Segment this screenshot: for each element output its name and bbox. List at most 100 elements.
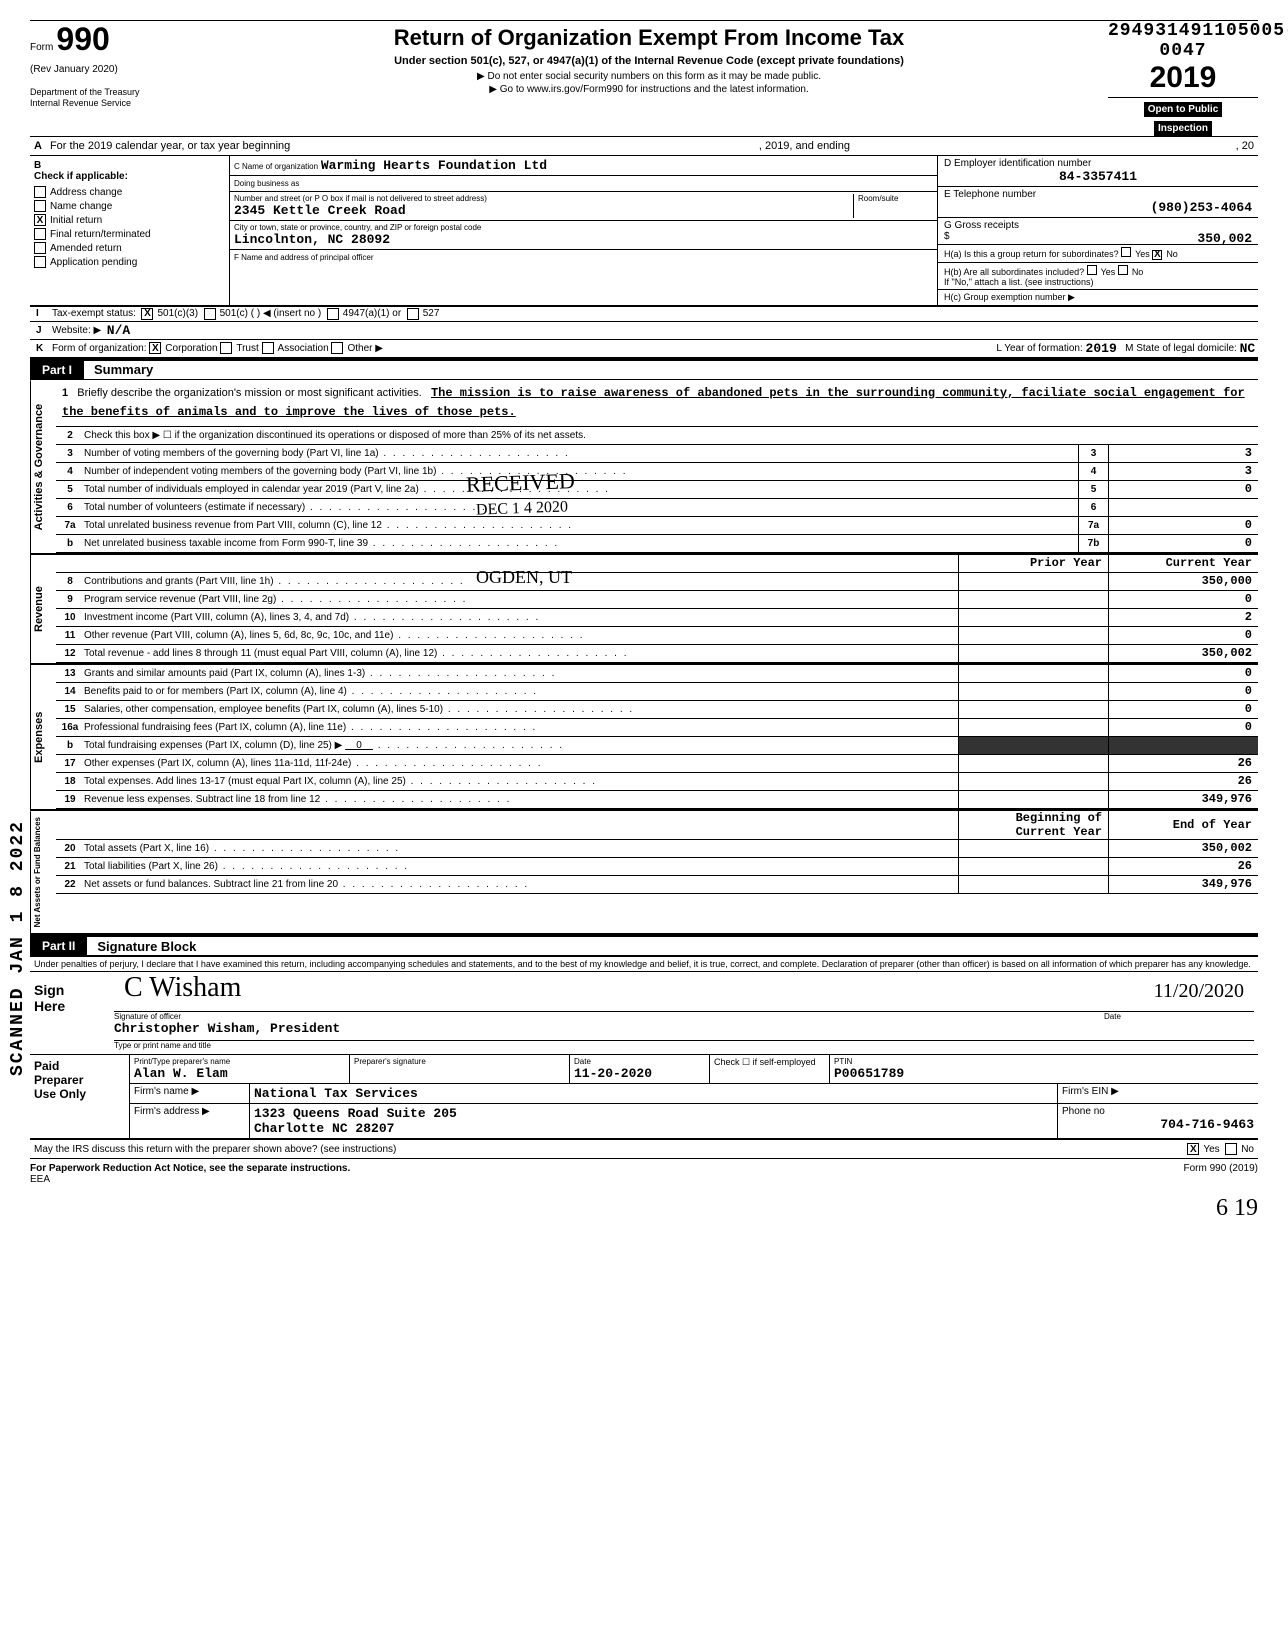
side-governance: Activities & Governance [30, 380, 56, 553]
section-governance: Activities & Governance 1 Briefly descri… [30, 380, 1258, 555]
row-prior [958, 609, 1108, 626]
chk-name[interactable] [34, 200, 46, 212]
row-a-txt1: For the 2019 calendar year, or tax year … [50, 140, 290, 152]
k-l-lbl: L Year of formation: [996, 343, 1082, 354]
firmaddr-lbl: Firm's address ▶ [130, 1104, 250, 1138]
row-curr: 350,002 [1108, 840, 1258, 857]
year-formation: 2019 [1086, 341, 1117, 356]
chk-initial[interactable]: X [34, 214, 46, 226]
gov-box: 7a [1078, 517, 1108, 534]
form-note1: ▶ Do not enter social security numbers o… [198, 71, 1100, 82]
row-a-txt3: , 20 [1236, 140, 1254, 152]
row-prior [958, 591, 1108, 608]
officer-name: Christopher Wisham, President [114, 1021, 340, 1036]
header-grid: B Check if applicable: Address change Na… [30, 156, 1258, 306]
i-501c[interactable] [204, 308, 216, 320]
form-rev: (Rev January 2020) [30, 64, 190, 75]
hb-yes-lbl: Yes [1101, 267, 1116, 277]
row-n: 17 [56, 758, 84, 769]
org-city: Lincolnton, NC 28092 [234, 232, 933, 247]
phone-lbl: Phone no [1062, 1106, 1254, 1117]
row-n: 20 [56, 843, 84, 854]
section-revenue: Revenue Prior Year Current Year 8 Contri… [30, 555, 1258, 665]
k-corp[interactable]: X [149, 342, 161, 354]
eea: EEA [30, 1174, 350, 1185]
chk-addr[interactable] [34, 186, 46, 198]
gov-n: b [56, 538, 84, 549]
col-c: C Name of organization Warming Hearts Fo… [230, 156, 938, 305]
row-desc: Net assets or fund balances. Subtract li… [84, 877, 958, 892]
chk-pending[interactable] [34, 256, 46, 268]
i-501c3[interactable]: X [141, 308, 153, 320]
col-b: B Check if applicable: Address change Na… [30, 156, 230, 305]
row-prior [958, 701, 1108, 718]
hb-yes[interactable] [1087, 265, 1097, 275]
row-curr: 0 [1108, 591, 1258, 608]
row-curr: 26 [1108, 773, 1258, 790]
row-n: 16a [56, 722, 84, 733]
gov-n: 5 [56, 484, 84, 495]
row-desc: Total revenue - add lines 8 through 11 (… [84, 646, 958, 661]
row-n: 8 [56, 576, 84, 587]
row-n: 22 [56, 879, 84, 890]
row-n: 18 [56, 776, 84, 787]
ogden-stamp: OGDEN, UT [476, 567, 572, 588]
ptin: P00651789 [834, 1066, 1254, 1081]
room-lbl: Room/suite [858, 194, 933, 203]
row-n: 19 [56, 794, 84, 805]
hb-lbl: H(b) Are all subordinates included? [944, 267, 1084, 277]
row-curr: 0 [1108, 719, 1258, 736]
chk-final[interactable] [34, 228, 46, 240]
k-trust[interactable] [220, 342, 232, 354]
section-netassets: Net Assets or Fund Balances Beginning of… [30, 811, 1258, 935]
ha-yes[interactable] [1121, 247, 1131, 257]
k-opt0: Corporation [165, 343, 217, 354]
part1-tab: Part I [30, 361, 84, 379]
row-curr: 2 [1108, 609, 1258, 626]
gov-val: 0 [1108, 481, 1258, 498]
form-note2: ▶ Go to www.irs.gov/Form990 for instruct… [198, 84, 1100, 95]
row-desc: Investment income (Part VIII, column (A)… [84, 610, 958, 625]
gov-box: 3 [1078, 445, 1108, 462]
line-j: J Website: ▶ N/A [30, 322, 1258, 340]
discuss-no[interactable] [1225, 1143, 1237, 1155]
open-public: Open to Public [1144, 102, 1223, 117]
k-other[interactable] [331, 342, 343, 354]
sign-here-row: SignHere C Wisham 11/20/2020 Signature o… [30, 971, 1258, 1054]
row-prior [958, 876, 1108, 893]
i-4947[interactable] [327, 308, 339, 320]
row-n: 9 [56, 594, 84, 605]
k-assoc[interactable] [262, 342, 274, 354]
paid-preparer: PaidPreparerUse Only Print/Type preparer… [30, 1054, 1258, 1140]
chk-amended[interactable] [34, 242, 46, 254]
hb-no[interactable] [1118, 265, 1128, 275]
k-m-lbl: M State of legal domicile: [1125, 343, 1237, 354]
sign-here-label: SignHere [30, 972, 110, 1054]
ha-no[interactable]: X [1152, 250, 1162, 260]
gov-val: 3 [1108, 445, 1258, 462]
c-name-lbl: C Name of organization [234, 162, 318, 171]
b-item-3: Final return/terminated [50, 229, 151, 240]
line-i: I Tax-exempt status: X501(c)(3) 501(c) (… [30, 306, 1258, 322]
officer-signature: C Wisham [124, 972, 241, 1004]
i-lbl: I [30, 308, 52, 319]
row-n: 10 [56, 612, 84, 623]
part1-title: Summary [84, 362, 153, 377]
ein-lbl: Firm's EIN ▶ [1058, 1084, 1258, 1103]
form-number: 990 [56, 21, 109, 57]
i-527[interactable] [407, 308, 419, 320]
line2-n: 2 [56, 430, 84, 441]
website: N/A [107, 323, 130, 338]
prep-left-label: PaidPreparerUse Only [30, 1055, 130, 1138]
discuss-yes[interactable]: X [1187, 1143, 1199, 1155]
row-prior [958, 665, 1108, 682]
row-desc: Professional fundraising fees (Part IX, … [84, 720, 958, 735]
row-desc: Other expenses (Part IX, column (A), lin… [84, 756, 958, 771]
part2-title: Signature Block [87, 939, 196, 954]
b-item-5: Application pending [50, 257, 137, 268]
row-curr: 0 [1108, 665, 1258, 682]
i-opt1: 501(c) ( ) ◀ (insert no ) [220, 308, 322, 319]
row-prior [958, 573, 1108, 590]
b-item-1: Name change [50, 201, 112, 212]
k-lbl: K [30, 343, 52, 354]
